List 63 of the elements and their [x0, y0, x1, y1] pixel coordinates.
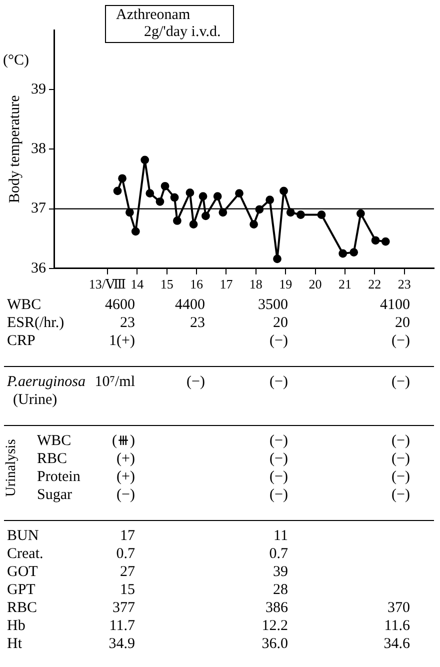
point — [280, 186, 288, 196]
text: (°C) — [3, 52, 29, 68]
point — [118, 174, 126, 183]
text: BUN 17 11 — [7, 528, 288, 544]
point — [202, 212, 210, 220]
text: GPT 15 28 — [7, 582, 288, 598]
point — [356, 209, 365, 218]
x-tick-label: 13/Ⅷ — [88, 276, 126, 292]
point — [250, 220, 258, 228]
text: GOT 27 39 — [7, 564, 288, 580]
point — [218, 208, 228, 217]
text: Hb 11.7 12.2 11.6 — [7, 618, 410, 634]
point — [296, 210, 305, 219]
point — [156, 197, 164, 206]
point — [213, 192, 222, 200]
point — [381, 237, 390, 246]
point — [266, 196, 274, 204]
x-tick-label: 14 — [130, 276, 144, 292]
point — [317, 210, 326, 219]
point — [113, 186, 122, 196]
point — [126, 208, 134, 217]
point — [186, 188, 194, 197]
y-tick-label: 37 — [31, 200, 46, 217]
text: Creat. 0.7 0.7 — [7, 546, 288, 562]
text: RBC 377 386 370 — [7, 600, 410, 616]
text: WBC (⧻) (−) (−) — [37, 433, 410, 449]
y-tick-label: 39 — [31, 82, 46, 98]
text: RBC (+) (−) (−) — [37, 451, 410, 467]
x-tick-label: 19 — [279, 276, 292, 292]
text: ESR(/hr.) 23 23 20 20 — [7, 315, 410, 331]
y-tick-label: 38 — [31, 141, 46, 158]
x-tick-label: 15 — [160, 276, 174, 292]
x-tick-label: 20 — [308, 276, 322, 292]
point — [140, 156, 150, 164]
point — [273, 254, 282, 264]
text: Urinalysis — [4, 439, 20, 497]
x-tick-label: 23 — [398, 276, 411, 292]
text: Protein (+) (−) (−) — [37, 469, 410, 485]
point — [170, 193, 179, 202]
text: WBC 4600 4400 3500 4100 — [7, 297, 410, 313]
y-tick-label: 36 — [31, 260, 46, 276]
point — [173, 216, 182, 225]
x-tick-label: 22 — [368, 276, 382, 292]
point — [160, 182, 170, 190]
x-tick-label: 17 — [220, 276, 234, 292]
point — [146, 189, 154, 198]
text: P.aeruginosa (Urine) 10⁷/ml (−) (−) (−) — [7, 374, 410, 408]
x-tick-label: 21 — [338, 276, 352, 292]
chart-title: Azthreonam 2g/'day i.v.d. — [116, 7, 221, 41]
point — [371, 236, 380, 245]
point — [189, 220, 198, 228]
point — [198, 192, 208, 200]
point — [235, 189, 244, 198]
x-tick-label: 18 — [249, 276, 262, 292]
x-tick-label: 16 — [190, 276, 204, 292]
text: CRP 1(+) (−) (−) — [7, 333, 410, 349]
point — [286, 208, 295, 217]
point — [350, 248, 358, 257]
text: Sugar (−) (−) (−) — [37, 487, 410, 503]
y-axis-title: Body temperature — [6, 94, 23, 204]
point — [131, 227, 140, 236]
text: Ht 34.9 36.0 34.6 — [7, 636, 410, 652]
point — [338, 249, 348, 258]
